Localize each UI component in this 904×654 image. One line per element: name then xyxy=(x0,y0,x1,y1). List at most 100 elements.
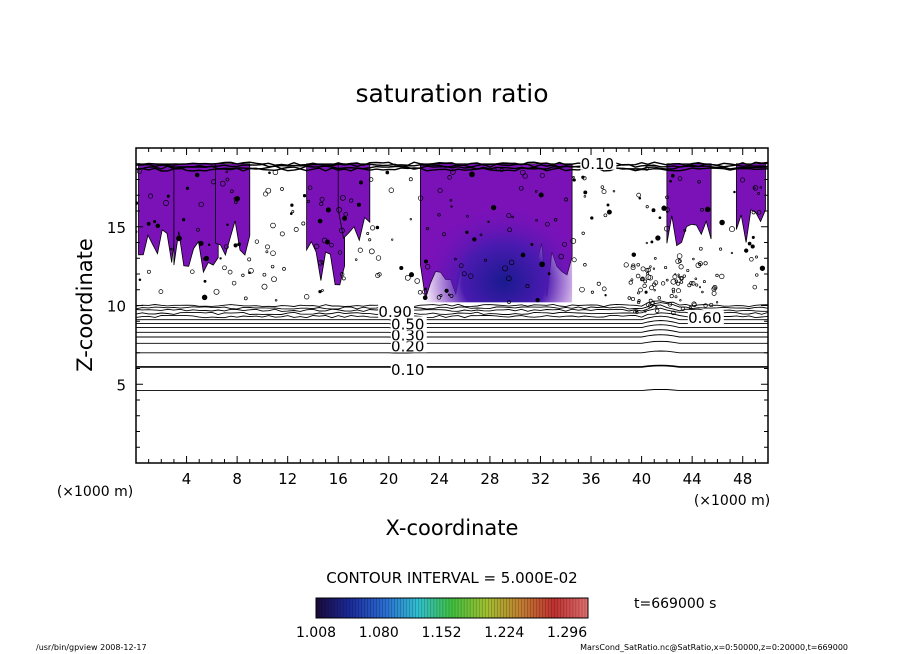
contour-line xyxy=(136,350,768,354)
contour-speckle xyxy=(385,170,390,175)
contour-line xyxy=(136,320,768,326)
contour-speckle xyxy=(307,185,313,190)
contour-speckle xyxy=(539,172,545,179)
contour-speckle xyxy=(653,289,656,292)
contour-speckle xyxy=(447,175,452,180)
contour-speckle xyxy=(166,194,170,198)
contour-speckle xyxy=(444,288,449,293)
contour-speckle xyxy=(711,290,717,296)
contour-speckle xyxy=(583,263,587,267)
contour-speckle xyxy=(581,231,585,235)
contour-speckle xyxy=(447,293,451,297)
contour-speckle xyxy=(437,187,443,194)
contour-speckle xyxy=(468,273,474,279)
contour-speckle xyxy=(679,280,684,284)
contour-speckle xyxy=(219,257,222,260)
contour-speckle xyxy=(138,278,142,281)
contour-speckle xyxy=(494,168,498,171)
contour-speckle xyxy=(136,168,143,175)
contour-speckle xyxy=(612,189,616,193)
x-unit-label: (×1000 m) xyxy=(694,493,770,509)
contour-line-top xyxy=(136,163,768,168)
supersaturated-region xyxy=(666,163,712,247)
contour-speckle xyxy=(227,269,233,275)
contour-speckle xyxy=(751,235,755,239)
contour-speckle xyxy=(469,171,475,178)
contour-speckle xyxy=(317,218,323,224)
contour-speckle xyxy=(203,255,210,262)
contour-speckle xyxy=(675,258,681,264)
contour-speckle xyxy=(664,265,668,270)
contour-speckle xyxy=(709,302,714,308)
contour-speckle xyxy=(664,225,670,232)
contour-speckle xyxy=(366,232,370,235)
contour-speckle xyxy=(646,267,651,273)
colorbar-tick-label: 1.296 xyxy=(547,625,587,641)
contour-speckle xyxy=(368,177,374,182)
contour-speckle xyxy=(649,285,655,291)
contour-label-bg xyxy=(390,362,427,377)
contour-speckle xyxy=(370,225,376,231)
contour-speckle xyxy=(631,263,636,268)
colorbar-tick-label: 1.008 xyxy=(296,625,336,641)
contour-speckle xyxy=(645,205,649,209)
contour-speckle xyxy=(623,262,629,268)
contour-speckle xyxy=(472,237,477,242)
supersaturated-region xyxy=(736,163,766,243)
contour-speckle xyxy=(671,290,675,294)
contour-speckles xyxy=(136,166,766,316)
contour-label-bg xyxy=(390,316,427,331)
contour-speckle xyxy=(450,169,456,175)
contour-speckle xyxy=(692,257,695,261)
contour-speckle xyxy=(349,198,354,203)
contour-speckle xyxy=(678,259,682,263)
contour-speckle xyxy=(301,221,306,226)
contour-speckle xyxy=(449,198,453,202)
contour-speckle xyxy=(356,202,361,207)
x-tick-label: 16 xyxy=(329,470,348,488)
contour-speckle xyxy=(422,289,428,295)
contour-speckle xyxy=(271,276,277,283)
contour-speckle xyxy=(636,291,640,295)
contour-speckle xyxy=(658,216,662,220)
contour-speckle xyxy=(642,283,647,288)
contour-speckle xyxy=(270,222,276,229)
contour-speckle xyxy=(635,310,639,314)
contour-line xyxy=(136,300,768,308)
colorbar-stripes xyxy=(315,598,589,618)
colorbar-tick-labels: 1.008 1.080 1.152 1.224 1.296 xyxy=(296,625,587,641)
contour-speckle xyxy=(636,262,640,267)
contour-speckle xyxy=(755,255,758,259)
contour-speckle xyxy=(689,281,694,286)
contour-label: 0.60 xyxy=(688,309,721,327)
contour-speckle xyxy=(147,193,154,199)
contour-speckle xyxy=(650,240,654,244)
contour-speckle xyxy=(417,195,424,201)
contour-speckle xyxy=(646,272,650,276)
contour-speckle xyxy=(339,272,345,277)
contour-speckle xyxy=(282,267,286,271)
contour-speckle xyxy=(655,306,658,309)
contour-speckle xyxy=(201,294,208,301)
contour-speckle xyxy=(293,227,299,232)
contour-speckle xyxy=(653,280,659,286)
contour-line xyxy=(136,315,768,322)
contour-speckle xyxy=(520,252,526,258)
contour-speckle xyxy=(713,286,717,290)
colorbar-tick-label: 1.080 xyxy=(359,625,399,641)
supersaturated-region xyxy=(138,163,177,263)
contour-speckle xyxy=(627,296,632,300)
contour-speckle xyxy=(572,178,576,182)
contour-speckle xyxy=(357,247,363,253)
contour-speckle xyxy=(158,289,164,294)
contour-speckle xyxy=(657,296,662,300)
contour-speckle xyxy=(640,276,645,281)
contour-label-bg xyxy=(390,327,427,342)
contour-speckle xyxy=(321,289,324,292)
contour-speckle xyxy=(636,300,641,305)
contour-speckle xyxy=(484,258,487,262)
contour-speckle xyxy=(339,227,345,234)
contour-speckle xyxy=(375,273,381,278)
contour-speckle xyxy=(601,286,607,292)
contour-line-top xyxy=(136,161,768,167)
